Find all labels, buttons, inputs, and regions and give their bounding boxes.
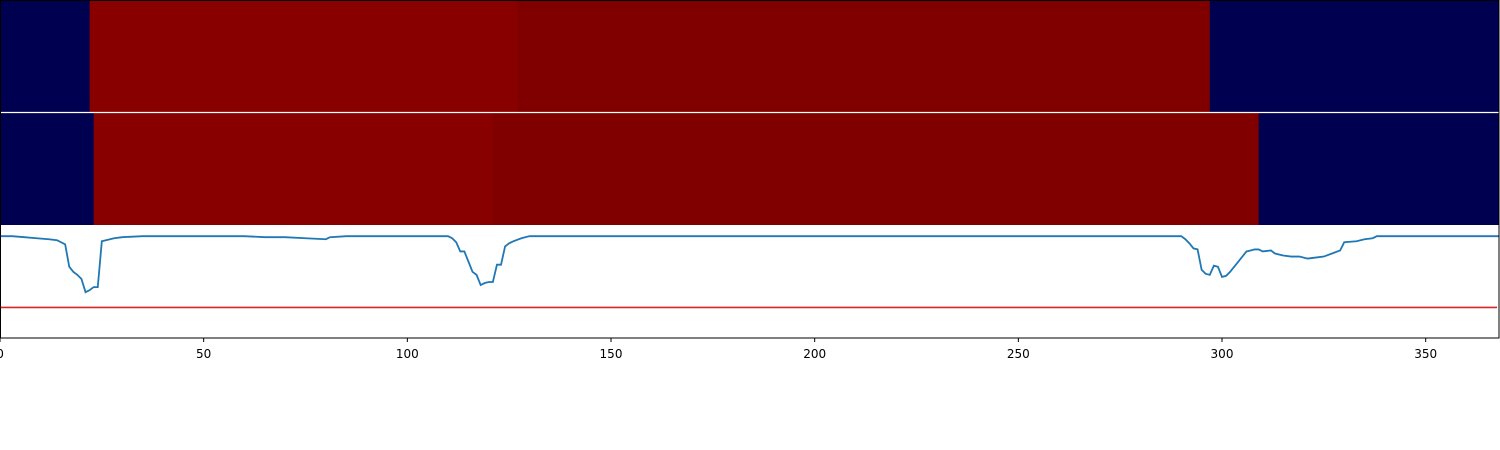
x-tick-label: 150 xyxy=(600,347,623,361)
heatmap-cell-2-1 xyxy=(0,113,95,225)
x-tick-label: 350 xyxy=(1414,347,1437,361)
heatmap-cell-1-3 xyxy=(517,0,1211,112)
heatmap-cell-2-2 xyxy=(93,113,494,225)
heatmap-cell-2-4 xyxy=(1258,113,1500,225)
axes-frame xyxy=(0,0,1500,339)
heatmap-cell-1-2 xyxy=(89,0,518,112)
x-tick-label: 250 xyxy=(1007,347,1030,361)
x-tick-label: 100 xyxy=(396,347,419,361)
x-tick-label: 300 xyxy=(1211,347,1234,361)
heatmap-cell-1-1 xyxy=(0,0,91,112)
x-tick-label: 50 xyxy=(196,347,211,361)
x-tick-label: 0 xyxy=(0,347,4,361)
heatmap-rows xyxy=(0,0,1500,225)
line-plot-panel xyxy=(0,235,1499,309)
plot-border xyxy=(0,0,1500,339)
heatmap-row-1 xyxy=(0,0,1500,112)
series-line xyxy=(0,235,1499,294)
heatmap-cell-2-3 xyxy=(492,113,1260,225)
heatmap-row-2 xyxy=(0,113,1500,225)
x-axis: 0 50 100 150 200 250 300 350 xyxy=(0,338,1437,361)
x-tick-label: 200 xyxy=(803,347,826,361)
heatmap-cell-1-4 xyxy=(1209,0,1500,112)
